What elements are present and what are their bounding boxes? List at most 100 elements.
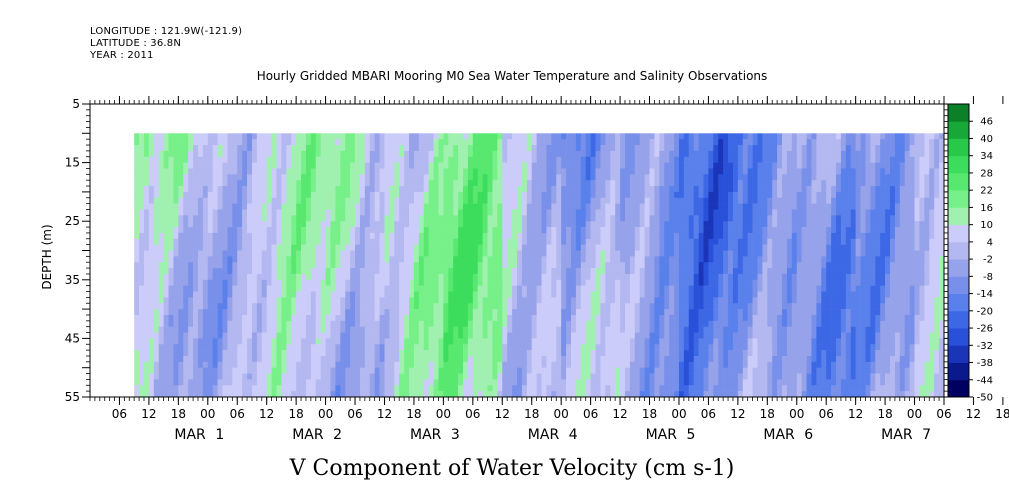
heatmap-cell <box>526 162 533 169</box>
heatmap-cell <box>153 350 160 357</box>
heatmap-cell <box>639 285 645 292</box>
heatmap-cell <box>585 209 591 216</box>
heatmap-cell <box>315 244 321 251</box>
heatmap-cell <box>320 385 326 392</box>
heatmap-cell <box>664 232 670 240</box>
heatmap-cell <box>359 256 366 263</box>
heatmap-cell <box>153 279 160 286</box>
heatmap-cell <box>644 227 650 234</box>
heatmap-cell <box>178 367 184 374</box>
heatmap-cell <box>148 320 155 327</box>
heatmap-cell <box>482 145 488 152</box>
heatmap-cell <box>536 279 542 286</box>
heatmap-cell <box>197 150 204 158</box>
heatmap-cell <box>580 314 587 322</box>
heatmap-cell <box>595 139 601 146</box>
heatmap-cell <box>487 338 493 345</box>
heatmap-cell <box>404 238 410 245</box>
heatmap-cell <box>531 291 537 298</box>
heatmap-cell <box>531 221 537 228</box>
heatmap-cell <box>237 162 243 169</box>
heatmap-cell <box>330 297 336 304</box>
heatmap-cell <box>320 139 326 146</box>
heatmap-cell <box>183 145 189 152</box>
heatmap-cell <box>350 227 356 234</box>
heatmap-cell <box>139 309 145 316</box>
heatmap-cell <box>178 256 184 263</box>
heatmap-cell <box>546 227 552 234</box>
heatmap-cell <box>418 209 425 216</box>
heatmap-cell <box>502 168 508 175</box>
heatmap-cell <box>139 139 145 146</box>
heatmap-cell <box>615 133 621 140</box>
heatmap-cell <box>197 303 204 310</box>
heatmap-cell <box>482 221 488 228</box>
heatmap-cell <box>197 244 204 251</box>
heatmap-cell <box>301 297 307 304</box>
heatmap-cell <box>418 350 425 357</box>
heatmap-cell <box>453 355 459 363</box>
heatmap-cell <box>453 297 459 304</box>
heatmap-cell <box>512 215 518 222</box>
heatmap-cell <box>418 297 425 304</box>
heatmap-cell <box>335 150 341 158</box>
heatmap-cell <box>664 191 670 199</box>
heatmap-cell <box>399 174 405 181</box>
heatmap-cell <box>232 367 238 374</box>
heatmap-cell <box>202 133 209 140</box>
heatmap-cell <box>158 156 164 163</box>
heatmap-cell <box>546 215 552 222</box>
heatmap-cell <box>649 355 655 363</box>
heatmap-cell <box>222 285 228 292</box>
heatmap-cell <box>531 209 537 216</box>
heatmap-cell <box>654 326 660 333</box>
heatmap-cell <box>340 303 346 310</box>
heatmap-cell <box>330 156 336 163</box>
heatmap-cell <box>335 297 341 304</box>
heatmap-cell <box>335 191 341 199</box>
heatmap-cell <box>153 150 160 158</box>
heatmap-cell <box>600 150 606 158</box>
heatmap-cell <box>281 379 287 386</box>
heatmap-cell <box>541 291 547 298</box>
heatmap-cell <box>247 168 253 175</box>
heatmap-cell <box>315 180 321 187</box>
heatmap-cell <box>310 303 317 310</box>
heatmap-cell <box>143 232 150 240</box>
heatmap-cell <box>301 391 307 398</box>
heatmap-cell <box>193 232 199 240</box>
heatmap-cell <box>458 209 464 216</box>
heatmap-cell <box>570 303 577 310</box>
heatmap-cell <box>512 279 518 286</box>
heatmap-cell <box>639 232 645 240</box>
heatmap-cell <box>281 186 287 193</box>
heatmap-cell <box>148 309 155 316</box>
heatmap-cell <box>193 168 199 175</box>
heatmap-cell <box>517 238 523 245</box>
heatmap-cell <box>664 250 670 257</box>
heatmap-cell <box>605 256 611 263</box>
heatmap-cell <box>639 150 645 158</box>
heatmap-cell <box>433 215 439 222</box>
heatmap-cell <box>153 145 160 152</box>
heatmap-cell <box>585 156 591 163</box>
heatmap-cell <box>310 326 317 333</box>
heatmap-cell <box>615 350 621 357</box>
heatmap-cell <box>345 244 351 251</box>
heatmap-cell <box>374 350 380 357</box>
heatmap-cell <box>664 285 670 292</box>
heatmap-cell <box>526 174 533 181</box>
heatmap-cell <box>163 180 169 187</box>
heatmap-cell <box>134 268 140 275</box>
heatmap-cell <box>590 268 596 275</box>
heatmap-cell <box>502 326 508 333</box>
heatmap-cell <box>517 332 523 339</box>
heatmap-cell <box>654 332 660 339</box>
heatmap-cell <box>595 350 601 357</box>
heatmap-cell <box>531 168 537 175</box>
heatmap-cell <box>423 232 429 240</box>
heatmap-cell <box>183 256 189 263</box>
heatmap-cell <box>350 367 356 374</box>
heatmap-cell <box>143 262 150 269</box>
heatmap-cell <box>497 168 503 175</box>
